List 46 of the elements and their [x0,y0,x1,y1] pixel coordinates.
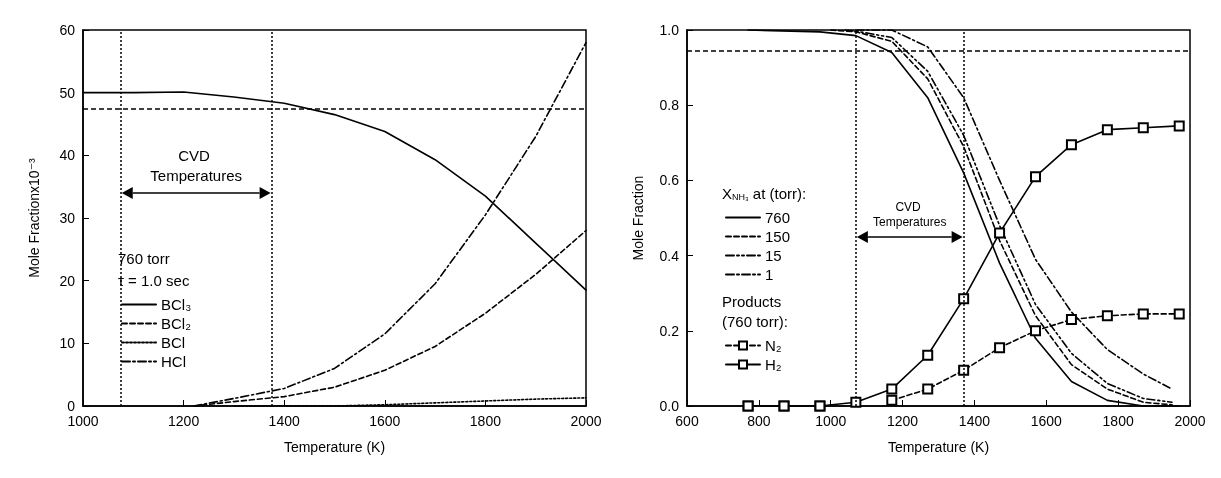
y-axis-title: Mole Fraction [630,175,646,261]
annotation: CVD Temperatures [150,146,243,184]
y-tick-label: 30 [59,210,76,226]
legend-label: HCl [161,353,186,370]
annotation: CVD Temperatures [873,199,947,229]
legend-label: 1 [765,266,774,283]
legend-label: BCl [161,334,186,351]
legend-label: BCl₃ [161,296,192,313]
x-axis-title: Temperature (K) [887,439,990,455]
x-tick-label: 1000 [67,413,99,429]
x-tick-label: 1200 [886,413,919,429]
x-tick-label: 1800 [1102,413,1134,429]
x-tick-label: 1600 [1030,413,1063,429]
x-tick-label: 1200 [168,413,200,429]
x-tick-label: 2000 [1174,413,1206,429]
x-axis-title: Temperature (K) [283,439,386,455]
y-tick-label: 50 [59,84,76,101]
legend-label: H₂ [765,356,782,373]
y-tick-label: 10 [59,335,76,352]
x-tick-label: 2000 [570,413,602,429]
y-tick-label: 1.0 [659,22,680,38]
x-tick-label: 1400 [268,413,300,429]
legend-label: BCl₂ [161,315,192,332]
y-tick-label: 0 [67,398,76,414]
annotation: 760 torr [118,249,170,267]
y-tick-label: 40 [59,147,76,164]
y-tick-label: 0.6 [659,172,680,189]
legend-label: 15 [765,247,782,264]
y-tick-label: 0.4 [659,247,680,264]
annotation: Products (760 torr): [722,292,788,330]
x-tick-label: 800 [747,413,771,429]
y-tick-label: 0.0 [659,398,680,414]
x-tick-label: 600 [675,413,699,429]
y-tick-label: 0.2 [659,322,680,339]
y-tick-label: 20 [59,272,76,289]
y-tick-label: 60 [59,22,76,38]
legend-label: 150 [765,228,791,245]
legend-label: 760 [765,209,791,226]
x-tick-label: 1400 [958,413,991,429]
legend-label: N₂ [765,337,782,354]
annotation: τ = 1.0 sec [118,271,190,289]
y-tick-label: 0.8 [659,97,680,114]
x-tick-label: 1600 [369,413,401,429]
x-tick-label: 1000 [815,413,847,429]
y-axis-title: Mole Fractionx10⁻³ [26,157,42,278]
x-tick-label: 1800 [469,413,502,429]
